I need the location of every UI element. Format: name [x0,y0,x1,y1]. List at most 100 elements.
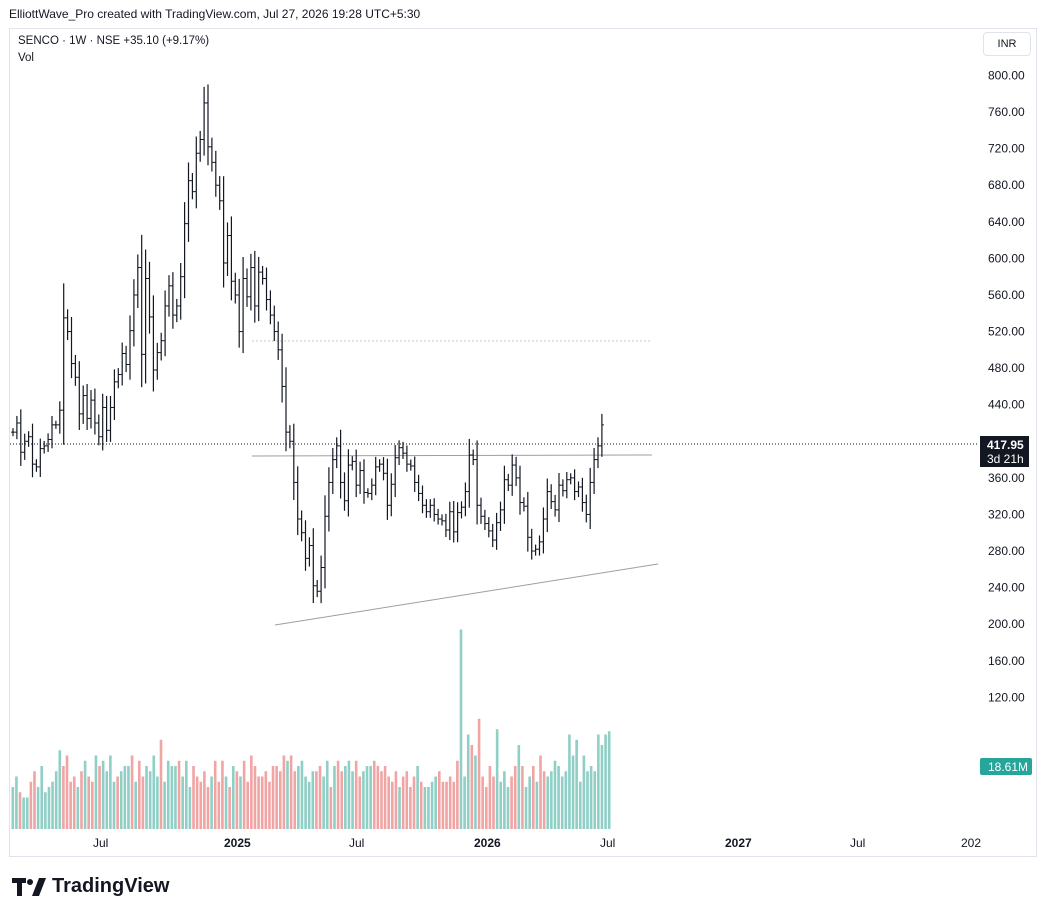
price-bar [412,456,417,492]
volume-bar [315,771,318,829]
price-bar [147,261,152,334]
volume-bar [62,766,65,829]
volume-bar [152,755,156,829]
volume-bar [195,776,199,829]
volume-bar [448,776,452,829]
price-bar [377,459,382,472]
volume-bar [604,734,607,829]
volume-bar [112,781,116,829]
price-bar [73,355,78,386]
volume-bar [250,755,253,829]
volume-bar [18,792,22,829]
price-bar [518,465,522,515]
last-price-label: 417.95 [987,438,1024,452]
volume-bar [116,776,119,829]
price-bar [463,482,468,517]
volume-bar [409,787,412,829]
price-bar [81,385,86,424]
price-bar [124,345,129,373]
time-axis-label: 2027 [725,836,752,850]
price-bar [498,501,503,531]
volume-bar [521,766,524,829]
price-bar [330,448,335,495]
volume-bar [438,771,441,829]
volume-bar [488,766,492,829]
volume-bar [76,787,80,829]
price-axis-label: 720.00 [988,142,1025,156]
volume-bar [597,734,600,829]
price-bar [174,298,179,323]
currency-button[interactable]: INR [983,32,1031,56]
volume-bar [22,797,25,829]
resistance-trendline[interactable] [251,454,653,457]
price-bar [206,84,210,166]
price-bar [46,433,51,452]
price-bar [252,250,257,323]
price-bar [479,497,483,524]
symbol-legend[interactable]: SENCO · 1W · NSE +35.10 (+9.17%) [18,35,210,47]
price-bar [459,501,464,519]
volume-bar [372,760,376,829]
volume-bar [271,766,275,829]
price-axis-label: 480.00 [988,361,1025,375]
volume-bar [325,760,329,829]
volume-bar [333,766,336,829]
volume-bar [123,766,127,829]
volume-bar [159,739,163,829]
price-bar [428,499,433,518]
volume-bar [148,771,152,829]
volume-bar [184,760,188,829]
price-bar [69,316,74,379]
price-bar [557,473,561,523]
volume-bar [456,760,459,829]
price-bar [334,437,339,469]
volume-legend[interactable]: Vol [18,52,34,64]
price-bar [471,449,476,466]
volume-bar [145,766,148,829]
price-axis-label: 240.00 [988,581,1025,595]
volume-bar [318,766,322,829]
price-bar [537,535,542,556]
price-bar [549,484,554,509]
volume-bar [80,771,83,829]
volume-bar [578,781,582,829]
tradingview-logo[interactable]: TradingView [12,875,169,898]
volume-bar [517,745,521,829]
volume-bar [434,776,437,829]
support-trendline[interactable] [274,563,659,626]
price-bar [315,579,320,598]
volume-bar [586,771,589,829]
price-bar [276,321,281,360]
volume-bar [575,739,578,829]
volume-bar [101,760,105,829]
volume-bar [344,766,347,829]
volume-bar [347,760,351,829]
price-bar [248,253,253,311]
volume-bar [531,766,535,829]
price-bar [432,498,437,522]
volume-bar [539,755,542,829]
price-bar [159,332,164,361]
volume-bar [506,787,510,829]
price-bar [131,279,136,347]
volume-bar [571,755,575,829]
price-bar [385,458,390,520]
price-bar [30,423,35,478]
price-axis-label: 200.00 [988,617,1025,631]
price-bar [295,466,300,536]
volume-bar [275,766,278,829]
chart-credit: ElliottWave_Pro created with TradingView… [9,7,421,21]
price-bar [455,502,460,543]
price-bar [482,509,487,531]
price-axis-label: 800.00 [988,69,1025,83]
price-bar [225,222,230,277]
price-bar [467,438,472,508]
time-axis-label: 2025 [224,836,251,850]
volume-bar [213,760,217,829]
price-axis-label: 600.00 [988,251,1025,265]
price-axis-label: 280.00 [988,544,1025,558]
price-bar [338,429,343,499]
volume-bar [387,776,391,829]
price-bar [354,449,359,498]
